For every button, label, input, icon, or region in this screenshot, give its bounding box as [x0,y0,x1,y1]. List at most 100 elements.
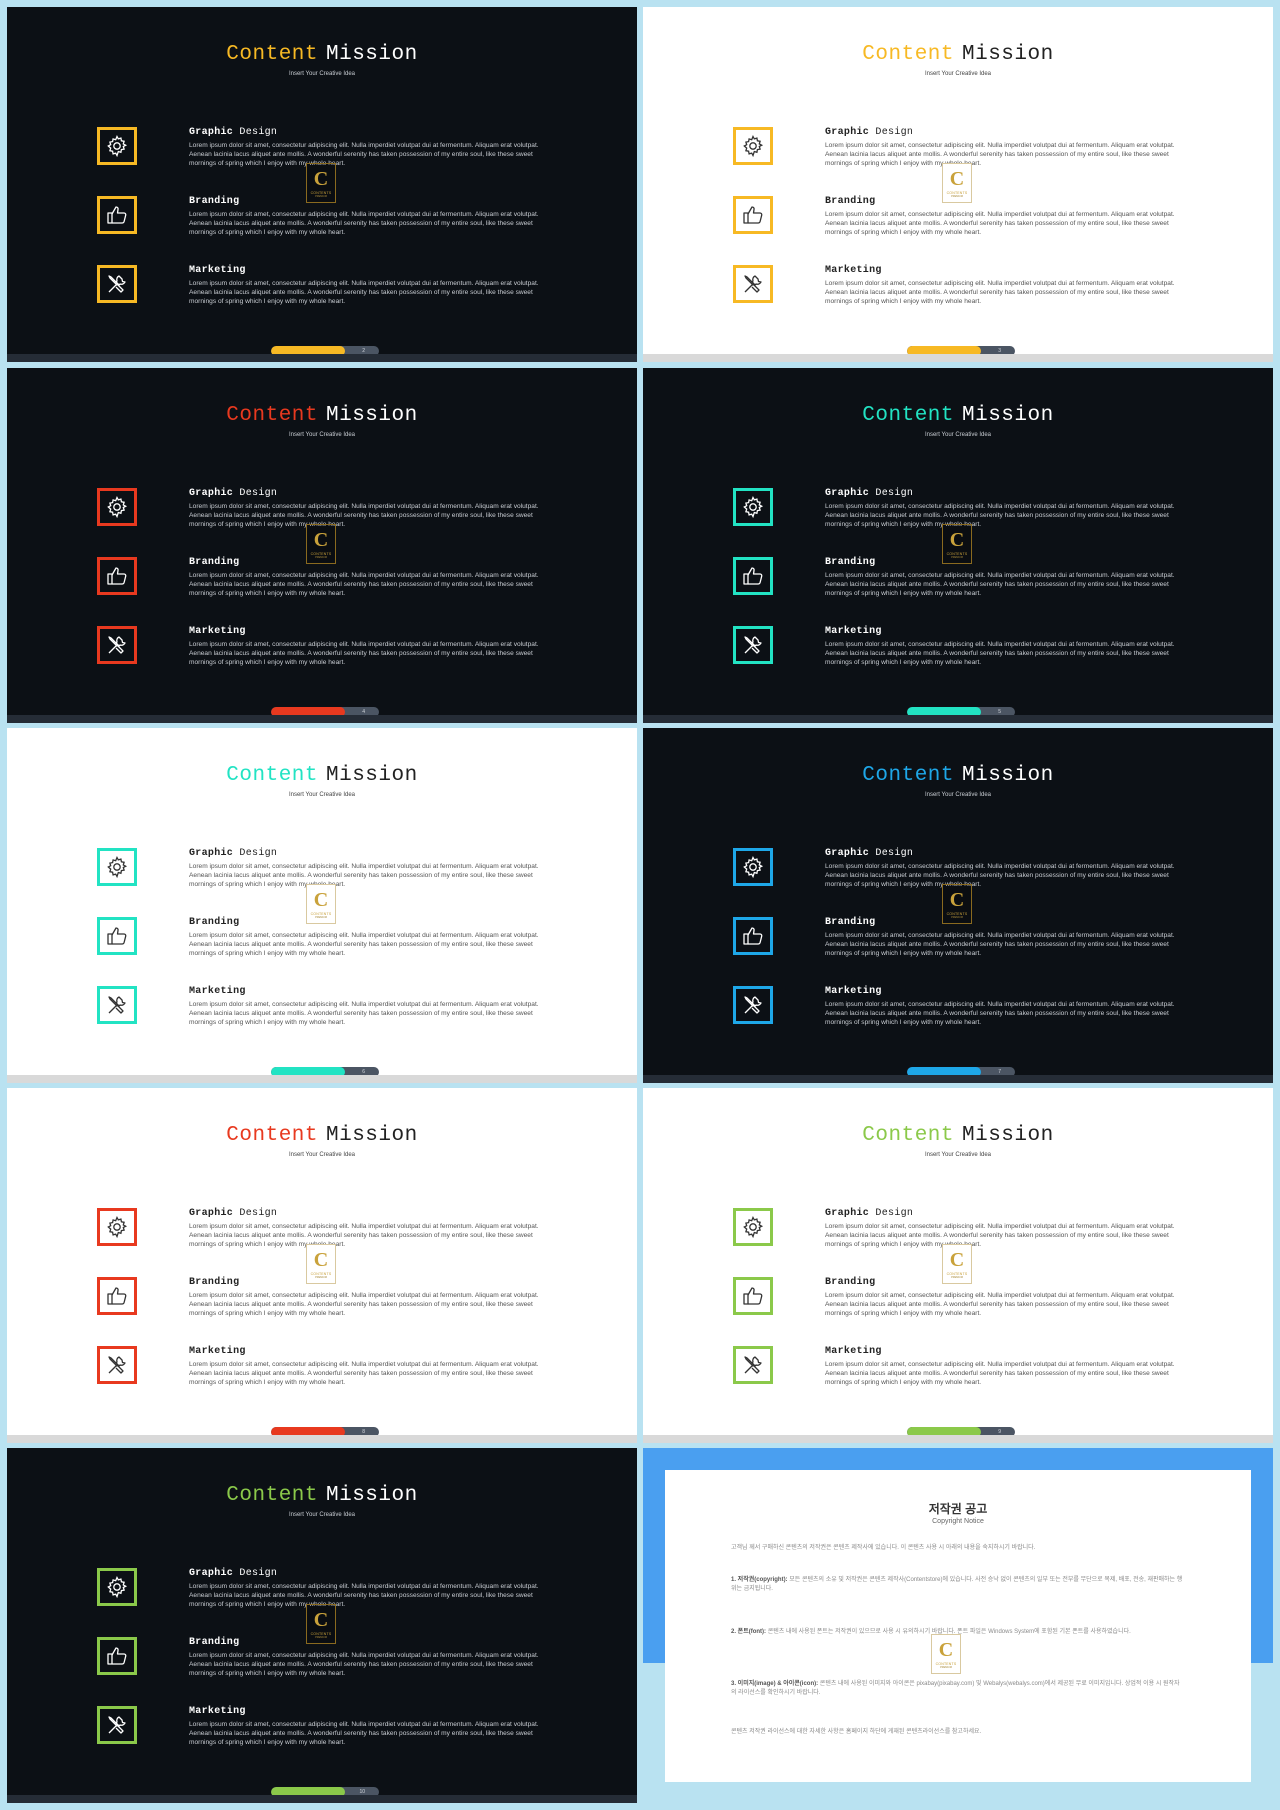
contents-seal-logo: C CONTENTS PREMIUM [306,163,336,203]
item-title-light: Design [875,127,913,138]
icon-frame [97,1637,137,1675]
item-description: Lorem ipsum dolor sit amet, consectetur … [189,1651,557,1679]
icon-frame [97,196,137,234]
icon-frame [733,986,773,1024]
tools-icon [741,633,765,657]
slide-thumbnail-10[interactable]: Content Mission Insert Your Creative Idea… [7,1448,637,1803]
icon-frame [97,1568,137,1606]
item-description: Lorem ipsum dolor sit amet, consectetur … [189,279,557,307]
seal-letter: C [314,169,328,189]
item-description: Lorem ipsum dolor sit amet, consectetur … [825,141,1193,169]
icon-frame [733,848,773,886]
title-word: Mission [962,404,1054,427]
item-title-light: Design [875,1208,913,1219]
item-title: Branding [825,196,875,207]
item-title-bold: Marketing [189,265,246,276]
item-marketing: Marketing Lorem ipsum dolor sit amet, co… [733,626,1193,676]
bottom-strip [7,1435,637,1443]
item-description: Lorem ipsum dolor sit amet, consectetur … [825,1291,1193,1319]
item-title: Graphic Design [825,488,913,499]
title-word-accent: Content [226,1124,318,1147]
gear-icon [741,855,765,879]
icon-frame [97,1346,137,1384]
icon-frame [97,127,137,165]
item-title-bold: Branding [825,1277,875,1288]
item-marketing: Marketing Lorem ipsum dolor sit amet, co… [97,1346,557,1396]
slide-thumbnail-9[interactable]: Content Mission Insert Your Creative Idea… [643,1088,1273,1443]
icon-frame [97,1706,137,1744]
contents-seal-logo: C CONTENTS PREMIUM [306,524,336,564]
item-title: Graphic Design [189,848,277,859]
tools-icon [105,633,129,657]
item-description: Lorem ipsum dolor sit amet, consectetur … [189,1222,557,1250]
item-title-bold: Graphic [189,127,233,138]
seal-letter: C [950,169,964,189]
notice-copyright-label: 1. 저작권(copyright): [731,1577,788,1583]
item-description: Lorem ipsum dolor sit amet, consectetur … [189,210,557,238]
contents-seal-logo: C CONTENTS PREMIUM [942,163,972,203]
notice-font-label: 2. 폰트(font): [731,1629,766,1635]
item-title-light: Design [239,1208,277,1219]
slide-title: Content Mission [7,404,637,427]
thumbs-up-icon [105,1284,129,1308]
slide-title: Content Mission [7,43,637,66]
icon-frame [733,917,773,955]
thumbs-up-icon [105,564,129,588]
slide-thumbnail-4[interactable]: Content Mission Insert Your Creative Idea… [7,368,637,723]
seal-subtext: PREMIUM [315,1276,327,1279]
slide-title: Content Mission [643,404,1273,427]
title-word-accent: Content [862,43,954,66]
slide-thumbnail-3[interactable]: Content Mission Insert Your Creative Idea… [643,7,1273,362]
item-marketing: Marketing Lorem ipsum dolor sit amet, co… [733,986,1193,1036]
item-branding: Branding Lorem ipsum dolor sit amet, con… [97,1277,557,1327]
item-title-light: Design [875,488,913,499]
contents-seal-logo: C CONTENTS PREMIUM [931,1634,961,1674]
item-description: Lorem ipsum dolor sit amet, consectetur … [825,640,1193,668]
thumbs-up-icon [105,203,129,227]
title-word: Mission [326,1124,418,1147]
seal-letter: C [950,1250,964,1270]
notice-footer: 콘텐츠 저작권 라이선스에 대한 자세한 사항은 홈페이지 하단에 게재된 콘텐… [731,1728,1185,1737]
tools-icon [105,993,129,1017]
bottom-strip [643,1075,1273,1083]
icon-frame [733,1346,773,1384]
slide-thumbnail-2[interactable]: Content Mission Insert Your Creative Idea… [7,7,637,362]
title-word: Mission [962,43,1054,66]
tools-icon [741,993,765,1017]
thumbs-up-icon [741,203,765,227]
seal-letter: C [939,1640,953,1660]
item-title-light: Design [875,848,913,859]
title-word: Mission [962,764,1054,787]
gear-icon [105,134,129,158]
notice-title: 저작권 공고 [665,1500,1251,1517]
item-title: Branding [825,1277,875,1288]
item-branding: Branding Lorem ipsum dolor sit amet, con… [733,557,1193,607]
item-branding: Branding Lorem ipsum dolor sit amet, con… [97,196,557,246]
icon-frame [97,917,137,955]
item-title-bold: Branding [825,557,875,568]
slide-thumbnail-7[interactable]: Content Mission Insert Your Creative Idea… [643,728,1273,1083]
slide-thumbnail-5[interactable]: Content Mission Insert Your Creative Idea… [643,368,1273,723]
bottom-strip [643,354,1273,362]
item-title-bold: Branding [825,917,875,928]
slide-thumbnail-6[interactable]: Content Mission Insert Your Creative Idea… [7,728,637,1083]
tools-icon [741,272,765,296]
copyright-notice-slide[interactable]: 저작권 공고 Copyright Notice 고객님 께서 구매하신 콘텐츠의… [643,1448,1273,1803]
item-title-light: Design [239,488,277,499]
item-title: Branding [189,1637,239,1648]
item-title-light: Design [239,848,277,859]
title-word-accent: Content [862,764,954,787]
icon-frame [97,1208,137,1246]
item-description: Lorem ipsum dolor sit amet, consectetur … [825,210,1193,238]
thumbs-up-icon [741,564,765,588]
slide-subtitle: Insert Your Creative Idea [643,71,1273,77]
item-description: Lorem ipsum dolor sit amet, consectetur … [825,1000,1193,1028]
tools-icon [105,272,129,296]
item-description: Lorem ipsum dolor sit amet, consectetur … [825,502,1193,530]
slide-thumbnail-8[interactable]: Content Mission Insert Your Creative Idea… [7,1088,637,1443]
thumbs-up-icon [105,924,129,948]
icon-frame [733,557,773,595]
item-description: Lorem ipsum dolor sit amet, consectetur … [825,1222,1193,1250]
title-word-accent: Content [226,43,318,66]
bottom-strip [7,1795,637,1803]
